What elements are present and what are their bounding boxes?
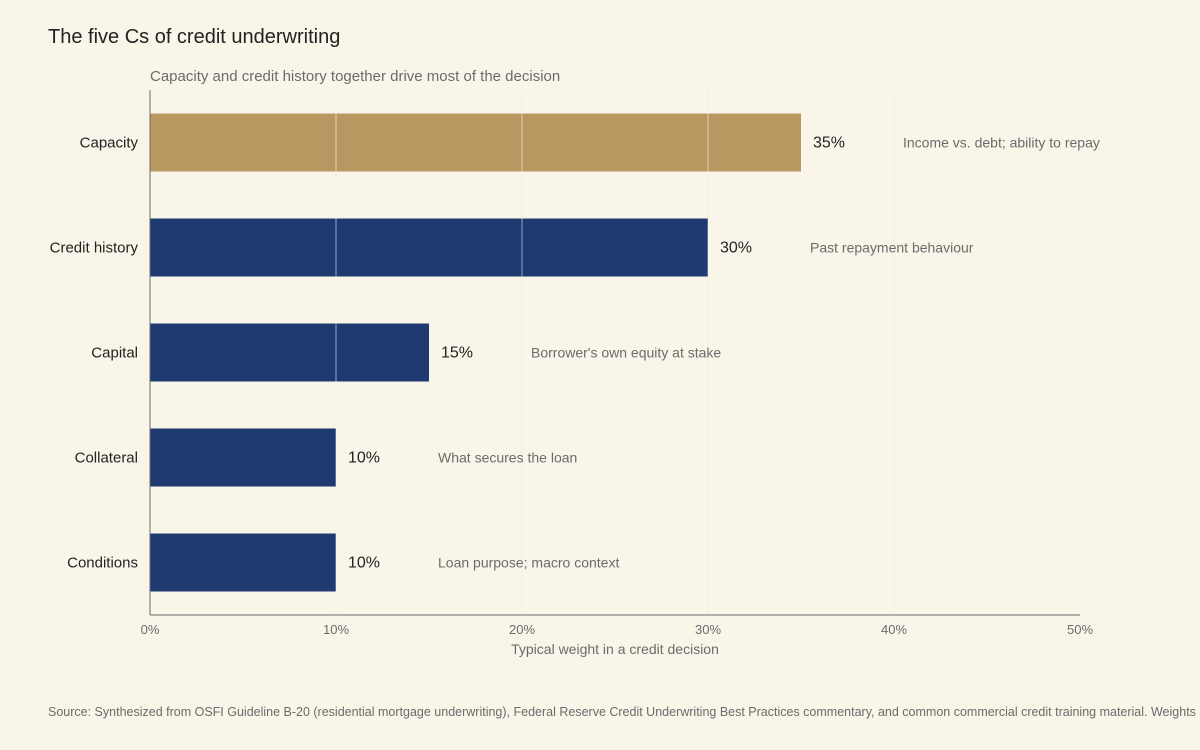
value-label: 30% <box>720 240 752 257</box>
source-note: Source: Synthesized from OSFI Guideline … <box>48 705 1200 719</box>
annotation-label: What secures the loan <box>438 450 577 466</box>
x-axis-title: Typical weight in a credit decision <box>511 641 719 657</box>
annotation-label: Past repayment behaviour <box>810 240 974 256</box>
bar-conditions <box>150 533 336 592</box>
chart-title: The five Cs of credit underwriting <box>48 26 341 48</box>
x-tick-label: 50% <box>1067 622 1093 637</box>
category-label: Capacity <box>80 135 139 152</box>
category-label: Collateral <box>75 450 138 467</box>
annotation-label: Loan purpose; macro context <box>438 555 619 571</box>
category-label: Capital <box>91 345 138 362</box>
annotation-label: Income vs. debt; ability to repay <box>903 135 1100 151</box>
x-tick-label: 0% <box>141 622 160 637</box>
chart-subtitle: Capacity and credit history together dri… <box>150 68 561 85</box>
x-tick-label: 40% <box>881 622 907 637</box>
category-label: Credit history <box>50 240 139 257</box>
labels: Capacity 35% Income vs. debt; ability to r… <box>50 90 1100 657</box>
bars <box>150 113 801 592</box>
gridlines-over-bars <box>335 90 895 615</box>
x-tick-label: 30% <box>695 622 721 637</box>
bar-capacity <box>150 113 801 172</box>
x-tick-label: 10% <box>323 622 349 637</box>
value-label: 10% <box>348 450 380 467</box>
annotation-label: Borrower's own equity at stake <box>531 345 721 361</box>
bar-capital <box>150 323 429 382</box>
value-label: 10% <box>348 555 380 572</box>
category-label: Conditions <box>67 555 138 572</box>
value-label: 35% <box>813 135 845 152</box>
x-tick-label: 20% <box>509 622 535 637</box>
bar-collateral <box>150 428 336 487</box>
value-label: 15% <box>441 345 473 362</box>
bar-credit-history <box>150 218 708 277</box>
